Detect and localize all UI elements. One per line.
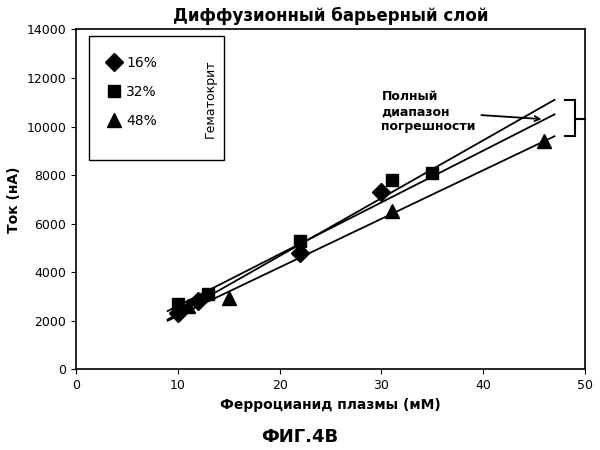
- X-axis label: Ферроцианид плазмы (мМ): Ферроцианид плазмы (мМ): [220, 397, 441, 412]
- Text: Гематокрит: Гематокрит: [199, 60, 212, 139]
- Bar: [89, 36, 224, 160]
- Text: Полный
диапазон
погрешности: Полный диапазон погрешности: [382, 90, 539, 133]
- Y-axis label: Ток (нА): Ток (нА): [7, 166, 21, 233]
- Text: ФИГ.4В: ФИГ.4В: [262, 428, 338, 446]
- Text: Гематокрит: Гематокрит: [203, 60, 217, 139]
- Legend: 16%, 32%, 48%: 16%, 32%, 48%: [96, 43, 170, 141]
- Title: Диффузионный барьерный слой: Диффузионный барьерный слой: [173, 7, 488, 25]
